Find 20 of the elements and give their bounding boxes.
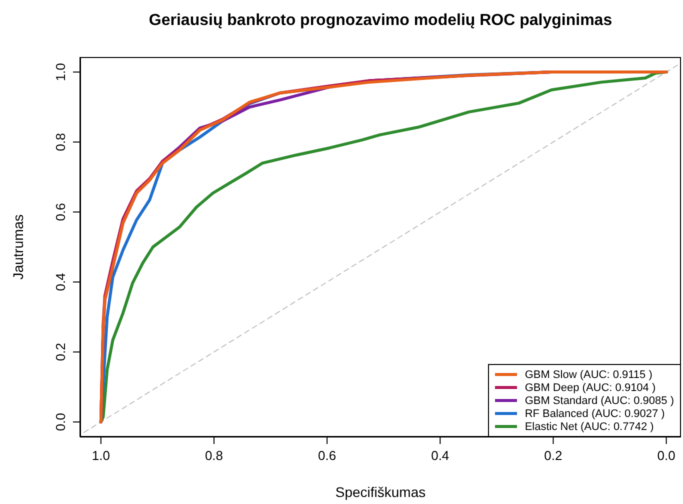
x-tick-label: 0.4: [431, 448, 450, 463]
legend-label: GBM Deep (AUC: 0.9104 ): [524, 382, 656, 394]
x-axis-title: Specifiškumas: [334, 484, 427, 500]
y-tick-label: 0.4: [53, 272, 68, 292]
x-tick-label: 1.0: [92, 448, 110, 463]
x-tick-label: 0.6: [318, 448, 336, 463]
legend-label: Elastic Net (AUC: 0.7742 ): [524, 420, 654, 432]
y-axis-title: Jautrumas: [10, 214, 26, 280]
legend-label: GBM Standard (AUC: 0.9085 ): [524, 394, 674, 406]
x-tick-label: 0.2: [544, 448, 562, 463]
legend-label: GBM Slow (AUC: 0.9115 ): [524, 368, 652, 380]
y-tick-label: 0.2: [53, 342, 68, 362]
y-tick-label: 0.0: [53, 412, 68, 431]
y-tick-label: 0.6: [53, 202, 68, 222]
x-tick-label: 0.8: [204, 448, 224, 463]
x-tick-label: 0.0: [657, 448, 676, 463]
chart-title: Geriausių bankroto prognozavimo modelių ROC palyginimas: [148, 12, 614, 30]
legend-label: RF Balanced (AUC: 0.9027 ): [524, 408, 665, 420]
y-tick-label: 1.0: [53, 63, 68, 82]
y-tick-label: 0.8: [53, 132, 68, 152]
